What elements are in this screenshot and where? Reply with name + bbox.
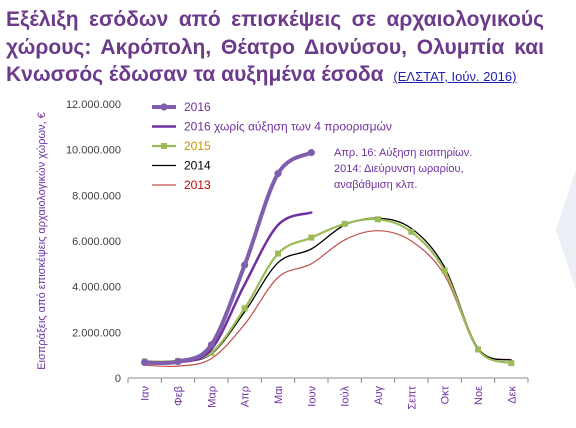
data-point — [441, 267, 448, 274]
data-point — [375, 216, 381, 223]
data-point — [207, 341, 215, 349]
annotation-line: αναβάθμιση κλπ. — [334, 179, 417, 191]
x-tick-label: Δεκ — [506, 386, 518, 404]
x-tick-label: Οκτ — [440, 385, 452, 404]
series-line-2013 — [144, 230, 512, 368]
y-tick-label: 12.000.000 — [66, 99, 121, 111]
source-link[interactable]: (ΕΛΣΤΑΤ, Ιούν. 2016) — [393, 69, 517, 84]
x-tick-label: Ιούλ — [340, 386, 352, 407]
decorative-shape — [556, 170, 576, 290]
data-point — [241, 261, 249, 269]
data-point — [141, 358, 149, 367]
legend-label: 2015 — [184, 139, 211, 153]
y-tick-label: 2.000.000 — [72, 327, 121, 339]
data-point — [174, 357, 182, 366]
series-line-2014 — [144, 217, 512, 365]
data-point — [408, 228, 415, 235]
data-point — [341, 220, 348, 227]
data-point — [307, 149, 315, 157]
legend-label: 2016 — [184, 100, 211, 114]
data-point — [241, 305, 248, 312]
y-tick-label: 0 — [115, 373, 121, 385]
y-axis-title: Εισπράξεις από επισκέψεις αρχαιολογικών … — [36, 112, 48, 370]
x-tick-label: Μαι — [273, 385, 285, 404]
series-line-2015 — [143, 217, 513, 365]
legend-label: 2014 — [184, 159, 211, 173]
series-line-2016 χωρίς αύξηση των 4 προορισμών — [143, 211, 313, 365]
x-tick-label: Απρ — [240, 386, 252, 407]
title-text: Εξέλιξη εσόδων από επισκέψεις σε αρχαιολ… — [6, 8, 544, 86]
data-point — [274, 170, 282, 178]
x-tick-label: Σεπτ — [406, 385, 418, 409]
chart-annotation: Απρ. 16: Αύξηση εισιτηρίων. 2014: Διεύρυν… — [334, 147, 472, 191]
x-tick-label: Μαρ — [206, 386, 218, 408]
x-tick-label: Ιαν — [140, 386, 152, 401]
page-title: Εξέλιξη εσόδων από επισκέψεις σε αρχαιολ… — [6, 6, 544, 91]
x-tick-label: Νοε — [473, 386, 485, 405]
annotation-line: Απρ. 16: Αύξηση εισιτηρίων. — [334, 147, 472, 159]
data-point — [308, 234, 315, 241]
legend-marker — [160, 103, 168, 111]
data-point — [508, 360, 515, 367]
y-tick-label: 8.000.000 — [72, 190, 121, 202]
legend-label: 2013 — [184, 178, 211, 192]
data-point — [475, 346, 481, 353]
data-point — [275, 250, 281, 257]
chart-legend: 2016 2016 χωρίς αύξηση των 4 προορισμών 20… — [152, 100, 392, 192]
x-tick-label: Ιουν — [306, 386, 318, 407]
legend-label: 2016 χωρίς αύξηση των 4 προορισμών — [184, 120, 392, 134]
x-tick-label: Αυγ — [373, 386, 385, 405]
x-tick-label: Φεβ — [173, 386, 185, 406]
chart-series — [141, 149, 515, 368]
legend-marker — [161, 143, 167, 149]
data-point — [208, 349, 215, 356]
annotation-line: 2014: Διεύρυνση ωραρίου, — [334, 163, 464, 175]
y-tick-label: 6.000.000 — [72, 236, 121, 248]
chart-axes: 0 2.000.000 4.000.000 6.000.000 8.000.000 10.… — [36, 99, 529, 410]
y-tick-label: 4.000.000 — [72, 282, 121, 294]
y-tick-label: 10.000.000 — [66, 145, 121, 157]
